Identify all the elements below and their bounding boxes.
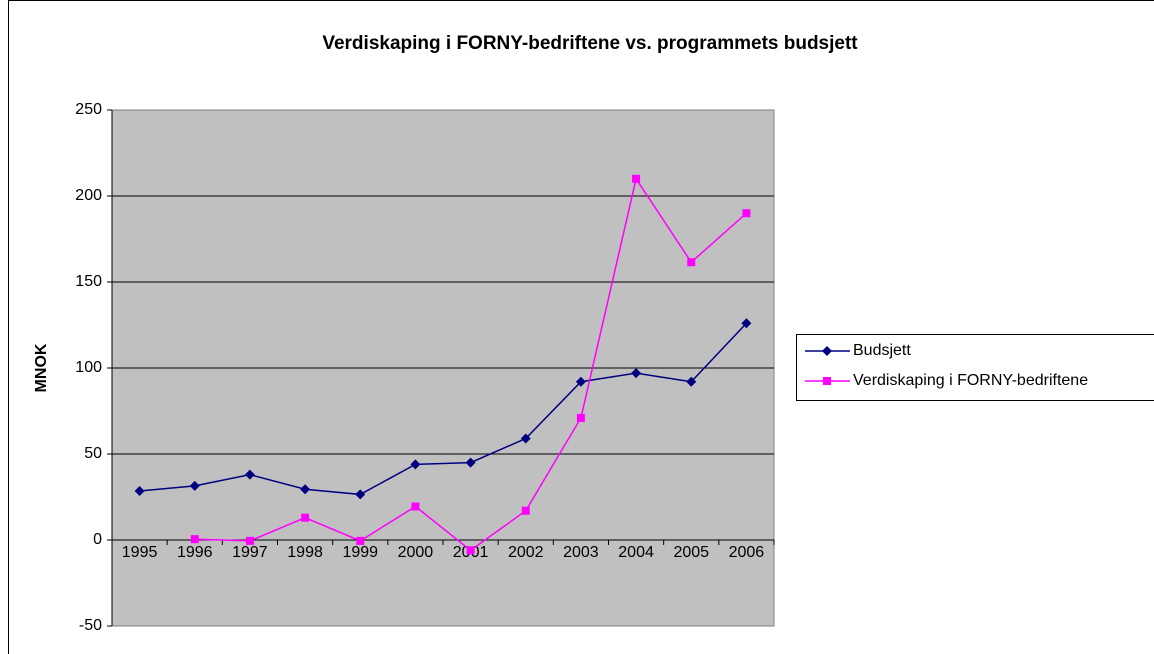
y-tick-label: 200 — [75, 187, 102, 204]
x-tick-label: 1997 — [232, 544, 268, 561]
x-tick-label: 1996 — [177, 544, 213, 561]
x-tick-label: 2003 — [563, 544, 599, 561]
data-point — [301, 513, 310, 522]
y-tick-label: 50 — [84, 445, 102, 462]
x-tick-label: 2002 — [508, 544, 544, 561]
data-point — [686, 376, 697, 387]
data-point — [466, 546, 475, 555]
legend-label: Budsjett — [853, 342, 911, 359]
x-tick-label: 1998 — [287, 544, 323, 561]
legend-label: Verdiskaping i FORNY-bedriftene — [853, 372, 1088, 389]
x-tick-label: 2000 — [398, 544, 434, 561]
series-line — [139, 322, 747, 496]
data-point — [244, 469, 255, 480]
data-point — [632, 174, 641, 183]
y-tick-label: 0 — [93, 531, 102, 548]
y-tick-label: 100 — [75, 359, 102, 376]
legend-marker — [822, 346, 832, 356]
y-tick-label: 250 — [75, 101, 102, 118]
data-point — [411, 502, 420, 511]
data-point — [631, 368, 642, 379]
data-point — [300, 484, 311, 495]
chart-title: Verdiskaping i FORNY-bedriftene vs. prog… — [322, 33, 858, 54]
x-tick-label: 2005 — [673, 544, 709, 561]
y-tick-label: -50 — [79, 617, 102, 634]
data-point — [576, 413, 585, 422]
data-point — [687, 258, 696, 267]
y-tick-label: 150 — [75, 273, 102, 290]
x-tick-label: 2004 — [618, 544, 654, 561]
x-tick-label: 1999 — [342, 544, 378, 561]
data-point — [190, 535, 199, 544]
x-tick-label: 2006 — [729, 544, 765, 561]
data-point — [742, 209, 751, 218]
data-point — [520, 433, 531, 444]
legend — [796, 334, 1154, 401]
data-point — [356, 536, 365, 545]
data-point — [741, 318, 752, 329]
data-point — [189, 480, 200, 491]
data-point — [355, 489, 366, 500]
data-point — [465, 457, 476, 468]
data-point — [134, 485, 145, 496]
y-axis-label: MNOK — [33, 343, 50, 392]
x-tick-label: 1995 — [122, 544, 158, 561]
data-point — [521, 506, 530, 515]
legend-marker — [823, 377, 831, 385]
data-point — [245, 536, 254, 545]
data-point — [575, 376, 586, 387]
data-point — [410, 459, 421, 470]
